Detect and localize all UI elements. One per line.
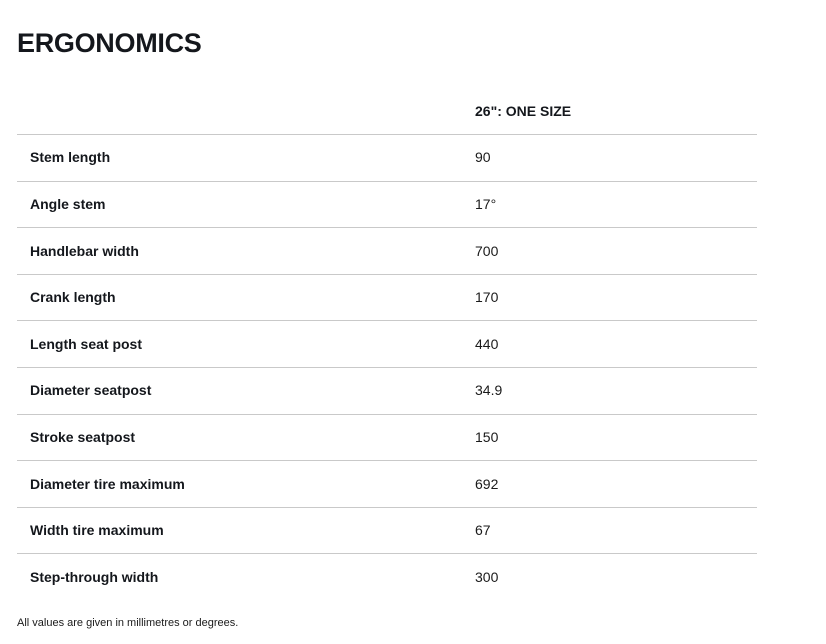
row-value: 90 bbox=[475, 149, 491, 166]
row-value: 67 bbox=[475, 522, 491, 539]
row-label: Diameter tire maximum bbox=[30, 475, 185, 492]
table-row-stroke-seatpost: Stroke seatpost 150 bbox=[17, 415, 757, 462]
row-value: 300 bbox=[475, 569, 499, 586]
row-label: Stem length bbox=[30, 149, 111, 166]
table-row-diameter-seatpost: Diameter seatpost 34.9 bbox=[17, 368, 757, 415]
table-row-diameter-tire-maximum: Diameter tire maximum 692 bbox=[17, 461, 757, 508]
row-value: 700 bbox=[475, 242, 499, 259]
table-row-width-tire-maximum: Width tire maximum 67 bbox=[17, 508, 757, 555]
row-value: 150 bbox=[475, 428, 499, 445]
size-column-header: 26": ONE SIZE bbox=[475, 102, 572, 119]
row-label: Crank length bbox=[30, 289, 116, 306]
table-row-angle-stem: Angle stem 17° bbox=[17, 182, 757, 229]
units-footnote: All values are given in millimetres or d… bbox=[17, 616, 239, 629]
row-value: 170 bbox=[475, 289, 499, 306]
row-label: Length seat post bbox=[30, 335, 143, 352]
row-value: 692 bbox=[475, 475, 499, 492]
row-value: 34.9 bbox=[475, 382, 503, 399]
table-row-length-seat-post: Length seat post 440 bbox=[17, 321, 757, 368]
row-value: 17° bbox=[475, 196, 497, 212]
table-row-stem-length: Stem length 90 bbox=[17, 135, 757, 182]
table-row-crank-length: Crank length 170 bbox=[17, 275, 757, 322]
ergonomics-spec-table: 26": ONE SIZE Stem length 90 Angle stem … bbox=[17, 88, 757, 601]
ergonomics-section: ERGONOMICS 26": ONE SIZE Stem length 90 … bbox=[0, 18, 826, 629]
row-label: Width tire maximum bbox=[30, 522, 164, 539]
page-title: ERGONOMICS bbox=[17, 28, 202, 59]
table-row-step-through-width: Step-through width 300 bbox=[17, 554, 757, 601]
row-label: Handlebar width bbox=[30, 242, 139, 259]
table-row-handlebar-width: Handlebar width 700 bbox=[17, 228, 757, 275]
row-label: Stroke seatpost bbox=[30, 428, 136, 445]
row-value: 440 bbox=[475, 335, 499, 352]
row-label: Step-through width bbox=[30, 569, 159, 586]
row-label: Diameter seatpost bbox=[30, 382, 152, 399]
row-label: Angle stem bbox=[30, 196, 106, 212]
table-header-row: 26": ONE SIZE bbox=[17, 88, 757, 136]
